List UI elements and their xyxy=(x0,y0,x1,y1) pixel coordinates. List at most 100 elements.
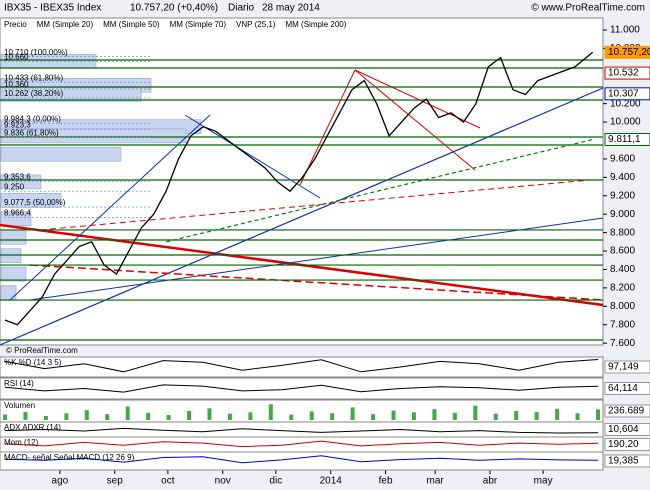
panel-value-box xyxy=(604,454,650,468)
trend-line xyxy=(0,87,604,346)
x-tick-label: mar xyxy=(427,476,445,487)
volume-bar xyxy=(555,408,560,420)
volume-bar xyxy=(268,404,273,420)
volume-bar xyxy=(187,411,192,420)
volume-bar xyxy=(309,411,314,420)
quote: 10.757,20 (+0,40%) xyxy=(130,3,218,14)
volume-bar xyxy=(207,408,212,420)
y-tick-label: 8.200 xyxy=(610,283,635,294)
volume-bar xyxy=(452,412,457,420)
panel-value-box xyxy=(604,404,650,418)
panel-value: 236.689 xyxy=(608,406,645,417)
panel-title: ADX ADXR (14) xyxy=(4,423,61,432)
x-tick-label: dic xyxy=(269,476,282,487)
panel-title: MACD- señal Señal MACD (12 26 9) xyxy=(4,453,135,462)
y-tick-label: 11.000 xyxy=(610,25,640,36)
x-tick-label: sep xyxy=(107,476,124,487)
annotation-label: 10.360 xyxy=(4,80,29,89)
volume-bar xyxy=(125,406,130,420)
legend-entry: MM (Simple 50) xyxy=(103,20,160,29)
annotation-label: 9.077,5 (50,00%) xyxy=(4,198,66,207)
x-tick-label: feb xyxy=(379,476,393,487)
y-tick-label: 7.800 xyxy=(610,319,635,330)
panel-value-box xyxy=(604,438,650,451)
y-tick-label: 8.800 xyxy=(610,227,635,238)
legend-entry: MM (Simple 200) xyxy=(285,20,346,29)
x-tick-label: 2014 xyxy=(320,476,343,487)
annotation-label: 8.966,4 xyxy=(4,208,31,217)
legend-entry: MM (Simple 20) xyxy=(37,20,94,29)
legend-entry: MM (Simple 70) xyxy=(170,20,227,29)
y-tick-label: 8.400 xyxy=(610,264,635,275)
price-label: 10.532 xyxy=(608,68,639,79)
panel-value: 19,385 xyxy=(608,456,639,467)
volume-bar xyxy=(493,413,498,420)
annotation-label: 9.353,6 xyxy=(4,173,31,182)
indicator-line xyxy=(4,427,599,434)
annotation-label: 10.262 (38,20%) xyxy=(4,89,63,98)
indicator-line xyxy=(4,359,599,373)
volume-profile-bar xyxy=(0,248,22,263)
annotation-label: 10.433 (61,80%) xyxy=(4,73,63,82)
indicator-line xyxy=(4,440,599,448)
volume-bar xyxy=(227,413,232,420)
volume-profile-bar xyxy=(0,174,42,190)
panel-value: 64,114 xyxy=(608,383,638,394)
price-label-box xyxy=(604,132,650,146)
indicator-panel xyxy=(0,451,604,471)
x-tick-label: abr xyxy=(483,476,498,487)
series-line xyxy=(4,51,594,326)
panel-value-box xyxy=(604,382,650,395)
volume-profile-bar xyxy=(0,285,17,300)
annotation-label: 9.984,3 (0,00%) xyxy=(4,115,61,124)
annotation-label: 9.250 xyxy=(4,182,25,191)
indicator-line xyxy=(4,455,599,464)
trend-line xyxy=(39,179,591,231)
annotation-label: 10.660 xyxy=(4,52,29,61)
indicator-panel xyxy=(0,421,604,438)
legend-entry: Precio xyxy=(4,20,27,29)
price-label-box xyxy=(604,45,650,59)
volume-bar xyxy=(105,414,110,420)
volume-bar xyxy=(350,407,355,420)
y-tick-label: 9.200 xyxy=(610,190,635,201)
trend-line xyxy=(299,69,356,186)
price-label: 10.757,20 xyxy=(608,47,650,58)
indicator-panel xyxy=(0,436,604,453)
series-line xyxy=(165,138,593,243)
annotation-label: 9.836 (61,80%) xyxy=(4,128,59,137)
indicator-panel xyxy=(0,377,604,400)
price-label-box xyxy=(604,66,650,80)
price-label: 9.811,1 xyxy=(608,134,641,145)
y-tick-label: 9.000 xyxy=(610,209,635,220)
volume-bar xyxy=(289,414,294,420)
legend-entry: VNP (25,1) xyxy=(236,20,276,29)
watermark: © ProRealTime.com xyxy=(6,346,78,355)
x-tick-label: nov xyxy=(215,476,231,487)
y-tick-label: 7.600 xyxy=(610,338,635,349)
volume-bar xyxy=(64,413,69,420)
volume-profile-bar xyxy=(0,147,122,162)
volume-bar xyxy=(575,413,580,420)
volume-bar xyxy=(534,411,539,420)
volume-bar xyxy=(248,412,253,420)
y-tick-label: 8.000 xyxy=(610,301,635,312)
volume-bar xyxy=(166,415,171,420)
volume-profile-bar xyxy=(0,266,27,282)
y-tick-label: 9.600 xyxy=(610,154,635,165)
y-tick-label: 8.600 xyxy=(610,246,635,257)
volume-bar xyxy=(43,415,48,420)
volume-bar xyxy=(3,414,7,420)
price-label-box xyxy=(604,87,650,101)
panel-title: Volumen xyxy=(4,401,35,410)
volume-bar xyxy=(23,411,28,420)
volume-bar xyxy=(146,412,151,420)
x-tick-label: oct xyxy=(161,476,175,487)
indicator-panel xyxy=(0,356,604,378)
volume-bar xyxy=(411,412,416,420)
x-tick-label: may xyxy=(534,476,553,487)
panel-value: 10,604 xyxy=(608,424,639,435)
panel-title: RSI (14) xyxy=(4,379,34,388)
y-tick-label: 10.000 xyxy=(610,117,641,128)
